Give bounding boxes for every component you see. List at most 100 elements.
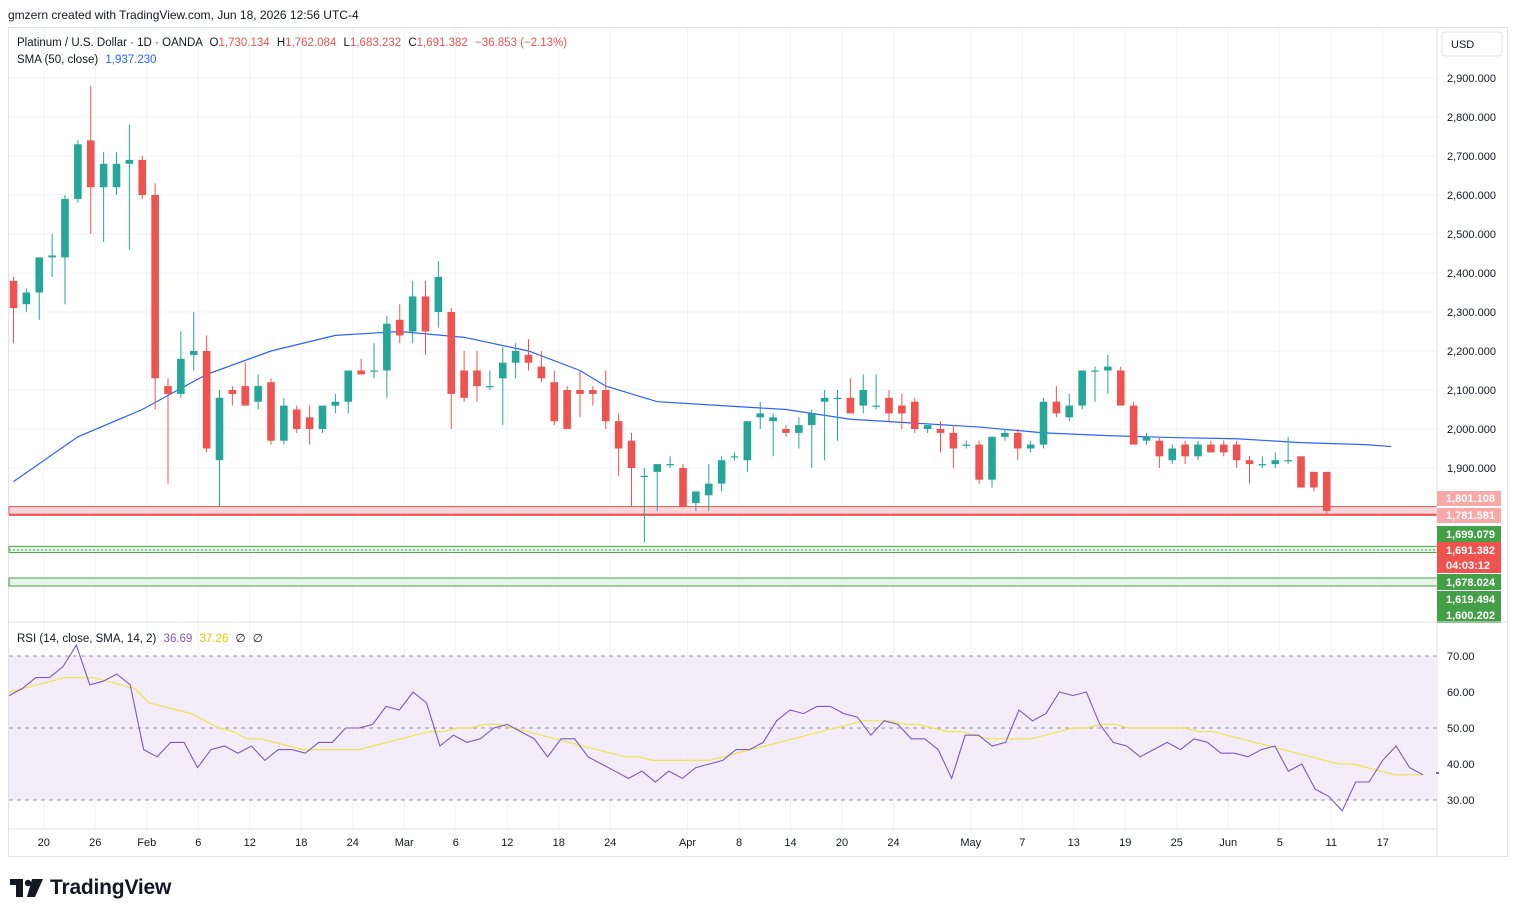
support-zone-lower <box>8 577 1438 587</box>
candle-body <box>872 405 880 407</box>
last-price-bg <box>1437 542 1501 558</box>
candle-body <box>395 319 404 336</box>
candle-body <box>1245 460 1254 465</box>
level-3-text: 1,699.079 <box>1446 529 1495 541</box>
candle-body <box>86 140 95 188</box>
currency-button[interactable] <box>1441 31 1503 57</box>
candle-body <box>614 421 623 449</box>
candle-body <box>408 296 417 332</box>
level-6-bg <box>1437 607 1501 623</box>
resistance-zone <box>8 506 1438 515</box>
open-value: 1,730.134 <box>218 37 270 49</box>
time-axis[interactable]: 20 26 Feb 6 12 18 24 Mar 6 12 18 24 Apr 8 14 20 24 May 7 13… <box>38 837 1389 849</box>
price-tick-label: 2,900.000 <box>1447 73 1496 85</box>
level-1-text: 1,801.108 <box>1446 493 1495 505</box>
level-3-bg <box>1437 526 1501 542</box>
candle-body <box>292 409 301 429</box>
candle-body <box>74 144 82 199</box>
last-price-text: 1,691.382 <box>1446 545 1495 557</box>
candle-body <box>1155 440 1164 457</box>
time-tick-label: Feb <box>137 837 156 849</box>
candle-body <box>241 386 250 406</box>
candle-body <box>898 405 906 414</box>
price-tick-label: 1,900.000 <box>1447 463 1496 475</box>
candle-body <box>344 370 353 402</box>
candle-body <box>988 436 996 480</box>
candle-body <box>112 163 121 188</box>
candle-body <box>1297 456 1305 488</box>
sma-legend-value: 1,937.230 <box>105 54 156 66</box>
candle-body <box>447 312 456 394</box>
level-5-bg <box>1437 591 1501 607</box>
candle-body <box>653 464 662 472</box>
symbol-legend[interactable]: Platinum / U.S. Dollar · 1D · OANDA O1,7… <box>17 37 567 66</box>
rsi-tick-label: 60.00 <box>1447 687 1475 699</box>
candle-body <box>228 390 237 394</box>
rsi-legend[interactable]: RSI (14, close, SMA, 14, 2) 36.69 37.26 … <box>17 633 263 645</box>
candle-body <box>730 456 739 458</box>
candle-body <box>1091 370 1099 372</box>
sma-line <box>13 330 1392 483</box>
price-tick-label: 2,700.000 <box>1447 151 1496 163</box>
candle-body <box>885 397 893 414</box>
rsi-legend-extra-2: ∅ <box>253 633 263 645</box>
time-tick-label: 24 <box>347 837 359 849</box>
rsi-tick-label: 30.00 <box>1447 795 1475 807</box>
candle-body <box>601 390 610 422</box>
close-label: C <box>408 37 416 49</box>
open-label: O <box>210 37 219 49</box>
rsi-tick-label: 70.00 <box>1447 651 1475 663</box>
price-tick-label: 2,800.000 <box>1447 112 1496 124</box>
rsi-sma-line <box>8 677 1423 776</box>
candle-body <box>9 280 18 309</box>
candle-body <box>383 323 391 371</box>
level-6-text: 1,600.202 <box>1446 610 1495 622</box>
rsi-tick-label: 40.00 <box>1447 759 1475 771</box>
candle-body <box>1142 436 1151 441</box>
time-tick-label: 12 <box>244 837 256 849</box>
candle-body <box>318 405 327 429</box>
candle-body <box>923 425 932 429</box>
candle-body <box>640 475 649 477</box>
price-scale[interactable]: 2,900.000 2,800.000 2,700.000 2,600.000 2,50… <box>1447 73 1496 475</box>
candle-body <box>820 397 829 402</box>
sma-legend-label: SMA (50, close) <box>17 54 98 66</box>
level-1-bg <box>1437 491 1501 506</box>
time-tick-label: Mar <box>395 837 414 849</box>
candle-body <box>1232 444 1241 461</box>
candle-body <box>524 354 533 363</box>
candle-body <box>48 255 56 258</box>
level-5-text: 1,619.494 <box>1446 594 1496 606</box>
price-tick-label: 2,300.000 <box>1447 307 1496 319</box>
time-tick-label: 13 <box>1068 837 1080 849</box>
time-tick-label: 8 <box>736 837 742 849</box>
time-tick-label: 6 <box>195 837 201 849</box>
candle-body <box>717 460 726 484</box>
brand-footer: TradingView <box>10 876 171 900</box>
time-tick-label: 12 <box>501 837 513 849</box>
candle-body <box>511 351 520 363</box>
rsi-scale[interactable]: 70.00 60.00 50.00 40.00 30.00 <box>1447 651 1475 807</box>
candle-body <box>370 370 378 372</box>
candle-body <box>936 429 945 433</box>
candle-body <box>498 362 507 379</box>
countdown-text: 04:03:12 <box>1446 560 1490 572</box>
candle-body <box>1207 444 1215 453</box>
candle-body <box>1194 444 1202 457</box>
rsi-line <box>8 643 1424 812</box>
candle-body <box>202 351 211 449</box>
low-value: 1,683.232 <box>350 37 401 49</box>
time-tick-label: Apr <box>679 837 696 849</box>
candle-body <box>666 464 674 466</box>
time-tick-label: 26 <box>89 837 101 849</box>
countdown-bg <box>1437 557 1501 573</box>
time-tick-label: 7 <box>1019 837 1025 849</box>
candle-body <box>1271 460 1280 465</box>
candle-body <box>486 386 494 388</box>
rsi-levels <box>9 655 1437 801</box>
candle-body <box>421 296 430 332</box>
time-tick-label: 5 <box>1277 837 1283 849</box>
candle-body <box>1322 471 1331 511</box>
candle-body <box>1026 444 1035 449</box>
